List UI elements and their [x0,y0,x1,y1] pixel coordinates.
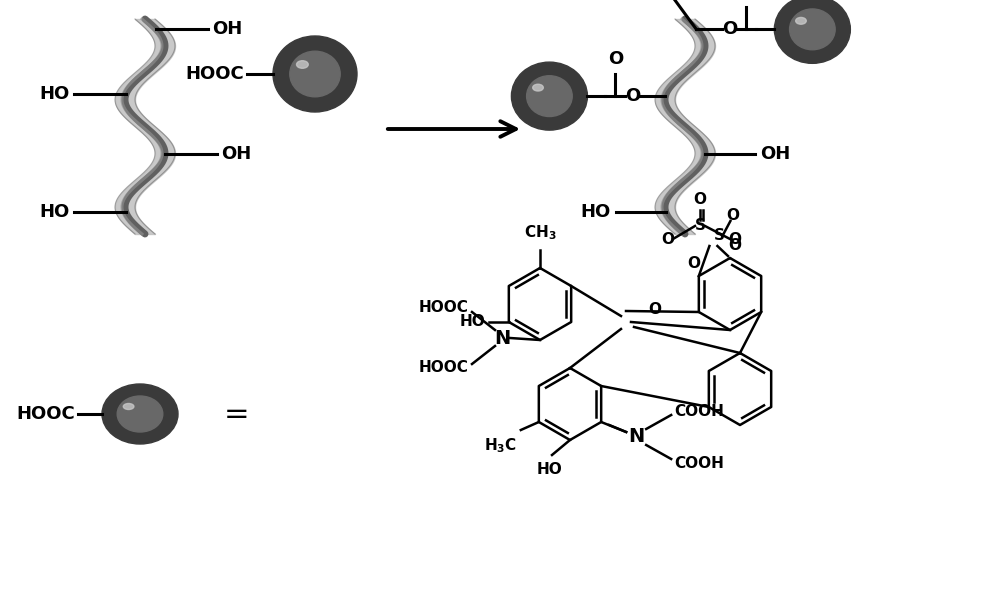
Text: HOOC: HOOC [16,405,75,423]
Text: O: O [662,231,674,246]
Text: S: S [694,219,706,234]
Ellipse shape [511,62,587,130]
Text: N: N [494,329,510,347]
Ellipse shape [533,84,543,91]
Text: HOOC: HOOC [185,65,244,83]
Text: O: O [728,231,742,246]
Ellipse shape [796,18,806,24]
Ellipse shape [117,396,163,432]
Text: HO: HO [581,204,611,222]
Ellipse shape [790,9,835,50]
Text: S: S [714,228,725,243]
Ellipse shape [102,384,178,444]
Text: O: O [726,208,739,222]
Ellipse shape [273,36,357,112]
Text: N: N [628,428,644,446]
Text: OH: OH [221,146,251,163]
Text: O: O [739,0,754,1]
Text: HOOC: HOOC [418,361,468,376]
Text: O: O [687,257,700,272]
Ellipse shape [123,403,134,410]
Text: HO: HO [40,204,70,222]
Text: O: O [625,87,640,105]
Text: $\mathbf{H_3C}$: $\mathbf{H_3C}$ [484,436,517,455]
Ellipse shape [527,76,572,117]
Ellipse shape [297,60,308,68]
Text: =: = [224,399,250,428]
Ellipse shape [290,51,340,97]
Text: O: O [728,239,742,254]
Text: HOOC: HOOC [418,301,468,315]
Text: OH: OH [760,146,790,163]
Text: O: O [722,21,737,38]
Text: $\mathbf{CH_3}$: $\mathbf{CH_3}$ [524,223,556,242]
Text: OH: OH [212,21,243,38]
Text: HO: HO [40,85,70,103]
Text: O: O [608,50,623,68]
Text: COOH: COOH [674,403,724,419]
Text: HO: HO [460,315,486,330]
Text: O: O [694,191,706,207]
Text: COOH: COOH [674,455,724,471]
Ellipse shape [774,0,850,63]
Text: O: O [648,302,661,317]
Text: HO: HO [537,462,563,477]
